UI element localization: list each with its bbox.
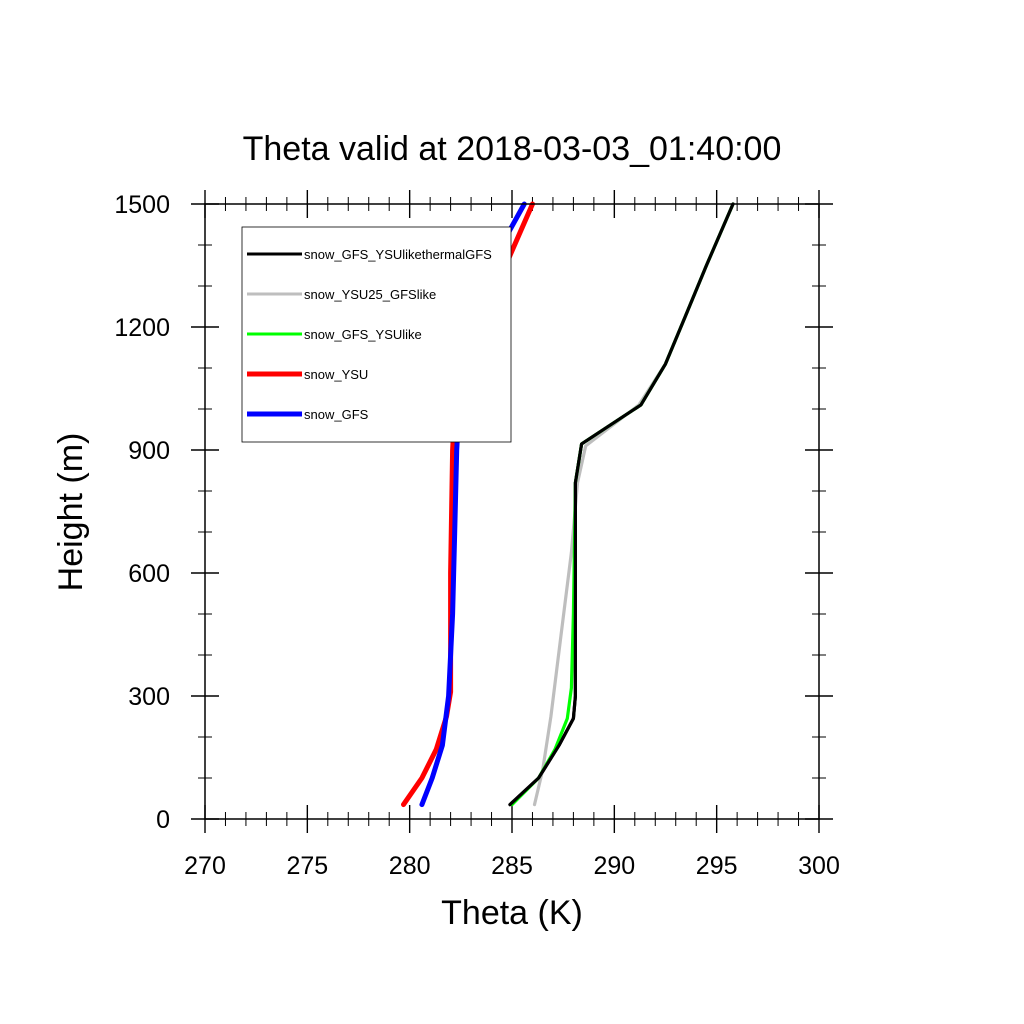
y-tick-label: 1500 — [114, 191, 170, 219]
y-axis-label: Height (m) — [52, 433, 90, 592]
legend-label: snow_GFS_YSUlikethermalGFS — [304, 247, 492, 262]
x-tick-label: 290 — [593, 852, 635, 880]
y-tick-label: 600 — [128, 560, 170, 588]
legend-label: snow_YSU — [304, 367, 368, 382]
series-line-0-top — [508, 202, 735, 807]
series-line-0 — [508, 202, 735, 807]
x-tick-label: 275 — [286, 852, 328, 880]
legend-label: snow_GFS_YSUlike — [304, 327, 422, 342]
y-tick-label: 900 — [128, 437, 170, 465]
plot-frame — [204, 203, 820, 820]
y-tick-label: 300 — [128, 683, 170, 711]
legend-label: snow_YSU25_GFSlike — [304, 287, 436, 302]
legend: snow_GFS_YSUlikethermalGFS snow_YSU25_GFS… — [241, 226, 512, 443]
x-tick-label: 270 — [184, 852, 226, 880]
tick-labels: 270 275 280 285 290 295 300 0 300 600 900 1200 1500 — [114, 191, 839, 880]
series-line-1 — [532, 202, 735, 807]
legend-label: snow_GFS — [304, 407, 369, 422]
y-tick-label: 1200 — [114, 314, 170, 342]
x-tick-label: 300 — [798, 852, 840, 880]
x-tick-label: 295 — [696, 852, 738, 880]
y-tick-label: 0 — [156, 806, 170, 834]
x-axis-label: Theta (K) — [441, 894, 583, 932]
chart-title: Theta valid at 2018-03-03_01:40:00 — [243, 130, 782, 168]
series-line-2 — [510, 202, 735, 807]
x-tick-label: 285 — [491, 852, 533, 880]
x-tick-label: 280 — [389, 852, 431, 880]
legend-items: snow_GFS_YSUlikethermalGFS snow_YSU25_GFS… — [247, 247, 492, 422]
